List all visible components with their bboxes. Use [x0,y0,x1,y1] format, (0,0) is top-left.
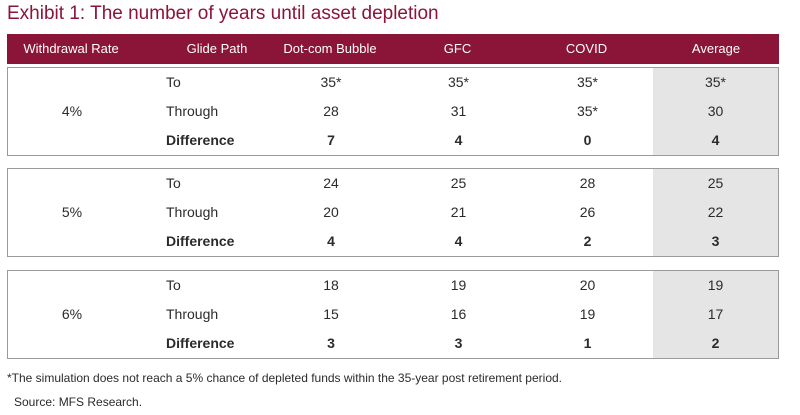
covid-value: 20 [579,277,596,293]
glide-path-label: Through [166,103,219,119]
source-note: Source: MFS Research. [14,395,143,409]
dotcom-value: 20 [323,204,339,220]
glide-path-label: Through [166,204,219,220]
glide-path-label: Difference [166,132,235,148]
average-value: 19 [707,277,724,293]
header-gfc: GFC [443,41,472,56]
gfc-value: 25 [450,175,467,191]
table-row-difference: Difference 7 4 0 4 [8,126,778,155]
gfc-value: 19 [450,277,467,293]
gfc-value: 4 [454,132,463,148]
glide-path-label: Difference [166,233,235,249]
covid-value: 35* [576,103,599,119]
header-withdrawal-rate: Withdrawal Rate [23,41,119,56]
covid-value: 0 [583,132,592,148]
table-row: To 18 19 20 19 [8,271,778,300]
gfc-value: 21 [450,204,467,220]
glide-path-label: Difference [166,335,235,351]
glide-path-label: To [166,277,181,293]
average-value: 30 [707,103,724,119]
gfc-value: 31 [450,103,467,119]
rate-group-4pct: 4% To 35* 35* 35* 35* Through 28 31 35* … [7,67,779,156]
gfc-value: 3 [454,335,463,351]
average-value: 22 [707,204,724,220]
average-column-shading [653,68,778,155]
exhibit-title: Exhibit 1: The number of years until ass… [7,3,439,24]
dotcom-value: 7 [327,132,335,148]
average-value: 4 [711,132,720,148]
table-row: To 35* 35* 35* 35* [8,68,778,97]
glide-path-label: Through [166,306,219,322]
withdrawal-rate-label: 5% [61,204,83,220]
gfc-value: 35* [447,74,470,90]
covid-value: 1 [583,335,592,351]
header-dotcom-bubble: Dot-com Bubble [283,41,377,56]
table-row: To 24 25 28 25 [8,169,778,198]
withdrawal-rate-label: 6% [61,306,83,322]
covid-value: 35* [576,74,599,90]
average-value: 17 [707,306,724,322]
average-value: 25 [707,175,724,191]
footnote: *The simulation does not reach a 5% chan… [7,371,562,385]
average-column-shading [653,271,778,358]
glide-path-label: To [166,175,181,191]
covid-value: 19 [579,306,596,322]
covid-value: 26 [579,204,596,220]
gfc-value: 16 [450,306,467,322]
dotcom-value: 4 [327,233,335,249]
table-header: Withdrawal Rate Glide Path Dot-com Bubbl… [7,34,779,64]
average-value: 35* [704,74,727,90]
gfc-value: 4 [454,233,463,249]
rate-group-5pct: 5% To 24 25 28 25 Through 20 21 26 22 Di… [7,168,779,257]
covid-value: 2 [583,233,592,249]
table-row: Through 15 16 19 17 [8,300,778,329]
dotcom-value: 3 [327,335,335,351]
header-covid: COVID [565,41,608,56]
dotcom-value: 28 [323,103,339,119]
covid-value: 28 [579,175,596,191]
table-row-difference: Difference 3 3 1 2 [8,329,778,358]
table-row-difference: Difference 4 4 2 3 [8,227,778,256]
average-column-shading [653,169,778,256]
header-average: Average [691,41,741,56]
table-row: Through 20 21 26 22 [8,198,778,227]
glide-path-label: To [166,74,181,90]
withdrawal-rate-label: 4% [61,103,83,119]
dotcom-value: 15 [323,306,339,322]
average-value: 2 [711,335,720,351]
dotcom-value: 35* [320,74,342,90]
dotcom-value: 18 [323,277,339,293]
rate-group-6pct: 6% To 18 19 20 19 Through 15 16 19 17 Di… [7,270,779,359]
header-glide-path: Glide Path [186,41,248,56]
table-row: Through 28 31 35* 30 [8,97,778,126]
average-value: 3 [711,233,720,249]
dotcom-value: 24 [323,175,339,191]
